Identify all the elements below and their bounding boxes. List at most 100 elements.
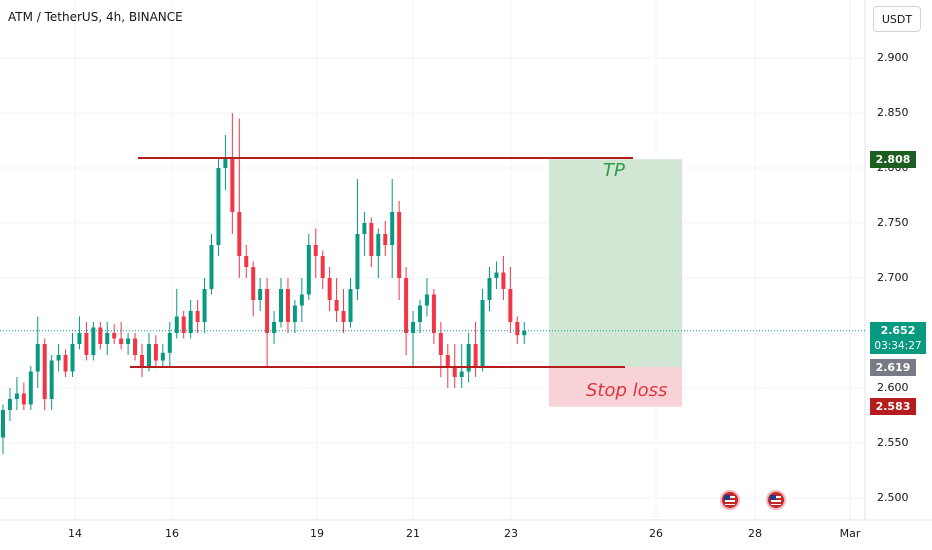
price-tick-label: 2.600 xyxy=(877,381,909,394)
time-tick-label: 26 xyxy=(649,527,663,540)
tp-price-badge: 2.808 xyxy=(870,151,916,169)
candle-body xyxy=(459,371,464,377)
price-tick-label: 2.500 xyxy=(877,491,909,504)
candle-body xyxy=(126,338,131,344)
candle-body xyxy=(299,294,304,306)
candle-body xyxy=(418,305,422,322)
candle-body xyxy=(473,344,478,366)
time-tick-label: 23 xyxy=(504,527,518,540)
candle-body xyxy=(251,267,256,300)
candle-body xyxy=(445,355,450,366)
candle-body xyxy=(438,333,443,355)
candle-body xyxy=(105,333,110,344)
grid-lines xyxy=(0,0,865,520)
us-flag-icon[interactable] xyxy=(766,490,786,510)
candle-body xyxy=(494,272,499,278)
candle-body xyxy=(119,338,124,344)
candle-body xyxy=(306,245,311,295)
candle-body xyxy=(320,256,325,278)
candle-body xyxy=(174,316,179,333)
candle-body xyxy=(14,393,19,399)
candle-body xyxy=(431,294,436,333)
candle-body xyxy=(63,355,68,372)
time-tick-label: Mar xyxy=(839,527,861,540)
candle-body xyxy=(181,316,186,333)
candle-body xyxy=(167,333,172,353)
candle-body xyxy=(466,344,471,372)
take-profit-zone[interactable] xyxy=(549,159,682,368)
candle-body xyxy=(397,212,402,278)
candle-body xyxy=(209,245,214,289)
candle-body xyxy=(424,294,429,306)
axis-panel xyxy=(865,0,932,550)
candle-body xyxy=(508,289,513,322)
candle-body xyxy=(91,327,96,355)
candle-body xyxy=(112,333,117,339)
candle-body xyxy=(160,352,165,361)
candle-body xyxy=(70,344,75,372)
candle-body xyxy=(327,278,332,300)
candle-body xyxy=(244,256,249,267)
candle-body xyxy=(237,212,242,256)
chart-title: ATM / TetherUS, 4h, BINANCE xyxy=(8,10,183,24)
candle-body xyxy=(84,333,89,355)
candle-body xyxy=(390,212,395,245)
candle-body xyxy=(285,289,290,322)
candle-body xyxy=(348,289,353,322)
candle-body xyxy=(487,278,492,300)
price-tick-label: 2.850 xyxy=(877,106,909,119)
currency-button[interactable]: USDT xyxy=(873,6,921,32)
candle-body xyxy=(383,234,388,245)
stop-price-badge: 2.583 xyxy=(870,397,916,415)
candle-body xyxy=(56,355,61,361)
current-price-badge: 2.652 xyxy=(870,321,926,339)
candle-body xyxy=(21,393,26,405)
us-flag-icon[interactable] xyxy=(720,490,740,510)
candle-body xyxy=(355,234,360,289)
bar-countdown: 03:34:27 xyxy=(870,338,926,354)
candle-body xyxy=(153,344,158,361)
candle-body xyxy=(265,289,270,333)
candle-body xyxy=(42,344,47,399)
stop-loss-label: Stop loss xyxy=(586,380,668,401)
time-tick-label: 14 xyxy=(68,527,82,540)
candle-body xyxy=(140,355,144,366)
candle-body xyxy=(452,366,457,377)
candle-body xyxy=(272,322,277,333)
price-tick-label: 2.750 xyxy=(877,216,909,229)
candle-body xyxy=(146,344,151,366)
candle-body xyxy=(515,322,520,336)
candle-body xyxy=(133,338,138,355)
candle-body xyxy=(501,272,506,289)
candle-body xyxy=(7,399,12,410)
time-tick-label: 28 xyxy=(748,527,762,540)
candle-body xyxy=(28,371,33,405)
candle-body xyxy=(223,157,228,168)
candle-body xyxy=(313,245,318,256)
tp-label: TP xyxy=(603,160,625,181)
candle-body xyxy=(98,327,103,344)
stop-loss-zone[interactable] xyxy=(549,367,682,407)
price-tick-label: 2.700 xyxy=(877,271,909,284)
candle-body xyxy=(258,289,263,300)
candle-body xyxy=(376,234,381,256)
candle-body xyxy=(522,330,527,336)
candle-body xyxy=(216,168,221,245)
candle-body xyxy=(341,311,346,322)
candle-body xyxy=(292,305,297,322)
time-tick-label: 16 xyxy=(165,527,179,540)
candle-body xyxy=(1,410,5,438)
entry-price-badge: 2.619 xyxy=(870,359,916,377)
candle-body xyxy=(362,223,367,234)
price-tick-label: 2.900 xyxy=(877,51,909,64)
candle-body xyxy=(202,289,207,322)
candle-body xyxy=(334,300,339,311)
candle-body xyxy=(35,344,40,372)
candle-body xyxy=(77,333,82,344)
time-tick-label: 21 xyxy=(406,527,420,540)
candle-body xyxy=(188,311,193,333)
candle-body xyxy=(404,278,409,333)
candle-body xyxy=(279,289,283,322)
candlestick-series xyxy=(1,113,527,454)
